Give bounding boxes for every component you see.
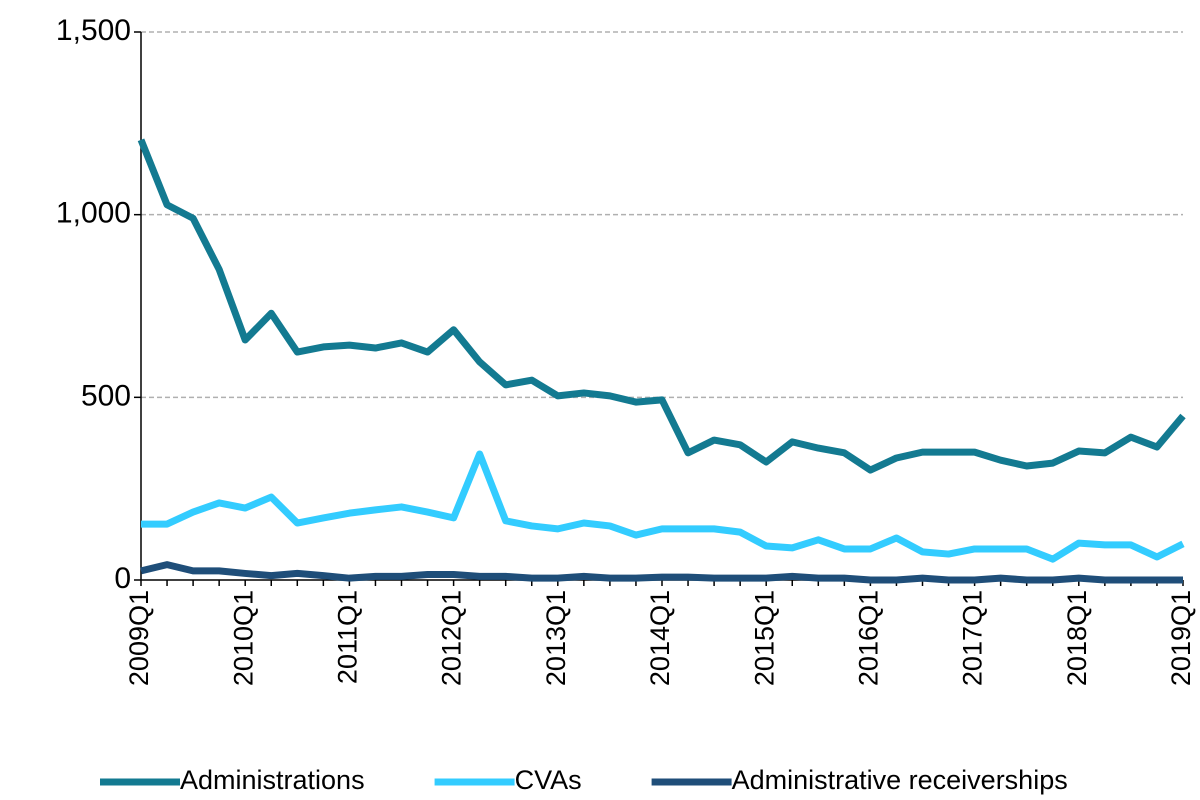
legend-label: CVAs xyxy=(515,765,582,795)
x-tick-label: 2013Q1 xyxy=(541,590,571,686)
x-tick-label: 2011Q1 xyxy=(333,590,363,684)
x-tick-label: 2018Q1 xyxy=(1062,590,1092,686)
legend-label: Administrations xyxy=(180,765,365,795)
x-tick-label: 2009Q1 xyxy=(124,590,154,686)
x-tick-label: 2019Q1 xyxy=(1166,590,1196,686)
x-tick-label: 2016Q1 xyxy=(854,590,884,686)
x-tick-label: 2015Q1 xyxy=(749,590,779,686)
x-tick-label: 2017Q1 xyxy=(958,590,988,686)
y-tick-label: 1,500 xyxy=(56,14,131,47)
line-series xyxy=(140,561,1183,584)
x-tick-label: 2014Q1 xyxy=(645,590,675,686)
y-tick-label: 1,000 xyxy=(56,197,131,230)
y-tick-label: 0 xyxy=(114,562,131,595)
line-series xyxy=(137,138,1186,474)
x-tick-label: 2010Q1 xyxy=(228,590,258,686)
line-series xyxy=(141,450,1185,563)
y-tick-label: 500 xyxy=(81,379,131,412)
legend-label: Administrative receiverships xyxy=(732,765,1068,795)
x-tick-label: 2012Q1 xyxy=(437,590,467,686)
